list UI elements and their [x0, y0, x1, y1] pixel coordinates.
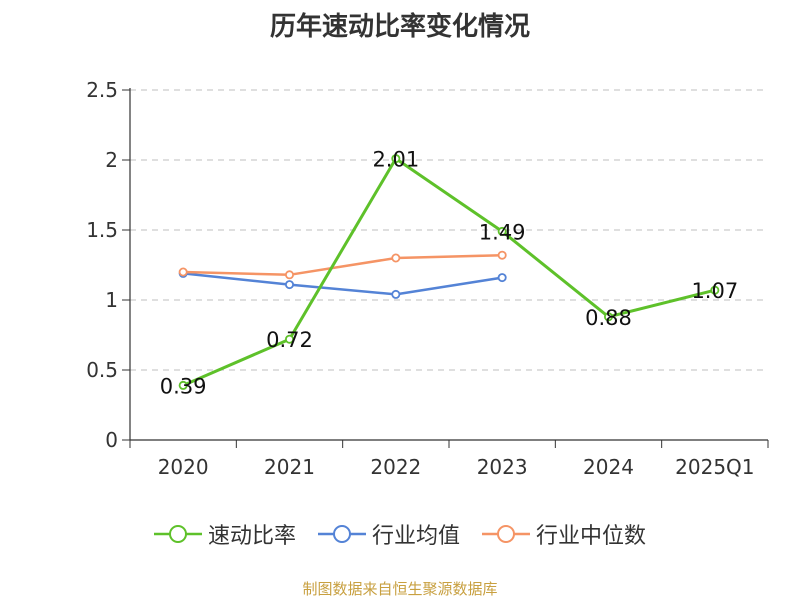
x-tick-label: 2025Q1 [675, 455, 754, 479]
y-tick-label: 0 [105, 428, 118, 452]
data-point[interactable] [391, 154, 401, 164]
source-note: 制图数据来自恒生聚源数据库 [302, 580, 498, 598]
legend-marker-icon [482, 525, 530, 543]
data-label: 0.39 [160, 374, 207, 398]
data-point[interactable] [178, 267, 188, 277]
legend-label: 行业均值 [371, 524, 460, 549]
series-line-0 [182, 157, 716, 387]
data-label: 1.07 [691, 279, 738, 303]
chart-title: 历年速动比率变化情况 [269, 12, 530, 42]
x-tick-label: 2024 [583, 455, 634, 479]
legend-label: 行业中位数 [536, 524, 647, 549]
data-point[interactable] [497, 226, 507, 236]
axes: 0 0.5 1 1.5 2 2.5 2020 2021 2022 2023 2024 2025Q1 [86, 78, 769, 479]
data-point[interactable] [391, 289, 401, 299]
series-line-2 [183, 253, 503, 277]
data-point[interactable] [284, 334, 294, 344]
data-point[interactable] [604, 312, 614, 322]
data-labels: 0.39 0.72 2.01 1.49 0.88 1.07 [160, 148, 738, 399]
data-label: 0.88 [585, 306, 632, 330]
legend-item-quick-ratio[interactable]: 速动比率 [153, 518, 296, 550]
data-label: 0.72 [266, 328, 313, 352]
legend-item-industry-median[interactable]: 行业中位数 [482, 518, 646, 550]
y-tick-label: 2.5 [86, 78, 118, 102]
data-point[interactable] [497, 250, 507, 260]
legend-item-industry-mean[interactable]: 行业均值 [317, 518, 460, 550]
gridlines [130, 89, 768, 371]
data-point[interactable] [497, 273, 507, 283]
x-tick-label: 2023 [477, 455, 528, 479]
y-tick-label: 0.5 [86, 358, 118, 382]
data-label: 2.01 [372, 148, 419, 172]
data-point[interactable] [178, 380, 188, 390]
data-point[interactable] [284, 270, 294, 280]
x-tick-label: 2022 [370, 455, 421, 479]
y-tick-label: 1.5 [86, 218, 118, 242]
legend: 速动比率 行业均值 行业中位数 [0, 518, 800, 550]
x-tick-label: 2021 [264, 455, 315, 479]
series-line-1 [183, 272, 503, 296]
y-tick-label: 2 [105, 148, 118, 172]
legend-label: 速动比率 [207, 524, 296, 549]
y-tick-label: 1 [105, 288, 118, 312]
x-tick-label: 2020 [158, 455, 209, 479]
data-point[interactable] [710, 285, 720, 295]
data-point[interactable] [284, 280, 294, 290]
legend-marker-icon [317, 525, 366, 543]
data-label: 1.49 [479, 220, 526, 244]
data-point[interactable] [391, 253, 401, 263]
legend-marker-icon [153, 525, 202, 543]
series-lines [178, 154, 720, 390]
